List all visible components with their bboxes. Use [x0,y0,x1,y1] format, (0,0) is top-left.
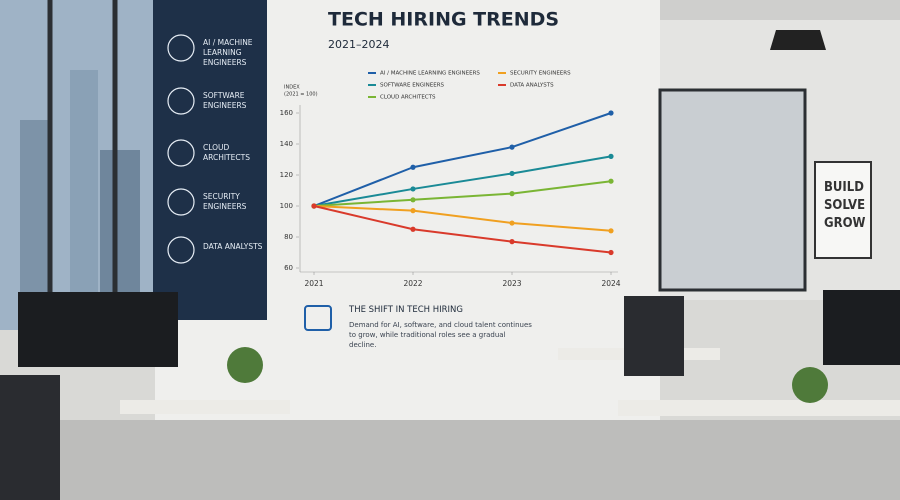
sidebar-label: AI / MACHINE LEARNING ENGINEERS [203,38,253,67]
monitor [18,292,178,367]
legend-label: CLOUD ARCHITECTS [380,95,436,101]
sidebar-icons [167,34,195,264]
poster-frame [814,161,872,259]
y-tick-label: 80 [284,233,293,241]
glass-room [658,88,807,292]
data-point [608,249,614,256]
sidebar-label: DATA ANALYSTS [203,242,263,251]
data-point [410,186,416,192]
data-point [608,178,614,184]
data-point [509,144,515,150]
legend-label: SECURITY ENGINEERS [510,71,571,77]
chair [0,375,60,500]
data-point [608,228,614,234]
plant [792,367,828,403]
data-point [311,203,317,209]
x-tick-label: 2022 [403,279,422,288]
data-point [608,153,614,159]
data-point [608,110,614,116]
note-text: Demand for AI, software, and cloud talen… [349,321,532,349]
series-line [313,205,612,254]
calendar-icon [304,305,332,331]
data-point [410,164,416,170]
y-tick-label: 60 [284,264,293,272]
y-tick-label: 140 [280,140,293,148]
note-title: THE SHIFT IN TECH HIRING [349,305,463,315]
side-panel [153,0,267,320]
lamp [770,30,826,50]
data-point [509,239,515,245]
sidebar-label: SECURITY ENGINEERS [203,192,247,211]
floor [0,420,900,500]
desk [120,400,290,414]
legend-label: DATA ANALYSTS [510,83,554,89]
poster-word: SOLVE [824,198,866,213]
ceiling [660,0,900,20]
x-tick-label: 2021 [304,279,323,288]
y-axis-label: INDEX [284,85,300,91]
monitor [823,290,900,365]
poster-word: BUILD [824,180,864,195]
y-tick-label: 100 [280,202,293,210]
series-line [313,112,612,207]
series-line [313,155,612,207]
data-point [410,226,416,232]
x-tick-label: 2024 [601,279,620,288]
chart-subtitle: 2021–2024 [328,38,390,51]
sidebar-label: SOFTWARE ENGINEERS [203,91,247,110]
data-point [509,170,515,177]
y-axis-label: (2021 = 100) [284,92,318,98]
building [20,120,50,320]
y-tick-label: 120 [280,171,293,179]
legend-label: SOFTWARE ENGINEERS [380,83,445,89]
chart-title: TECH HIRING TRENDS [328,9,559,31]
data-point [410,197,416,203]
series-line [313,205,612,232]
data-point [509,220,515,226]
series-line [313,180,612,207]
chair [624,296,684,376]
data-point [410,208,416,214]
legend-label: AI / MACHINE LEARNING ENGINEERS [380,71,480,77]
desk [618,400,900,416]
data-point [509,191,515,197]
x-tick-label: 2023 [502,279,521,288]
poster-word: GROW [824,216,866,231]
plant [227,347,263,383]
building [100,150,140,320]
building [70,70,98,320]
sidebar-label: CLOUD ARCHITECTS [203,143,250,162]
y-tick-label: 160 [280,109,293,117]
